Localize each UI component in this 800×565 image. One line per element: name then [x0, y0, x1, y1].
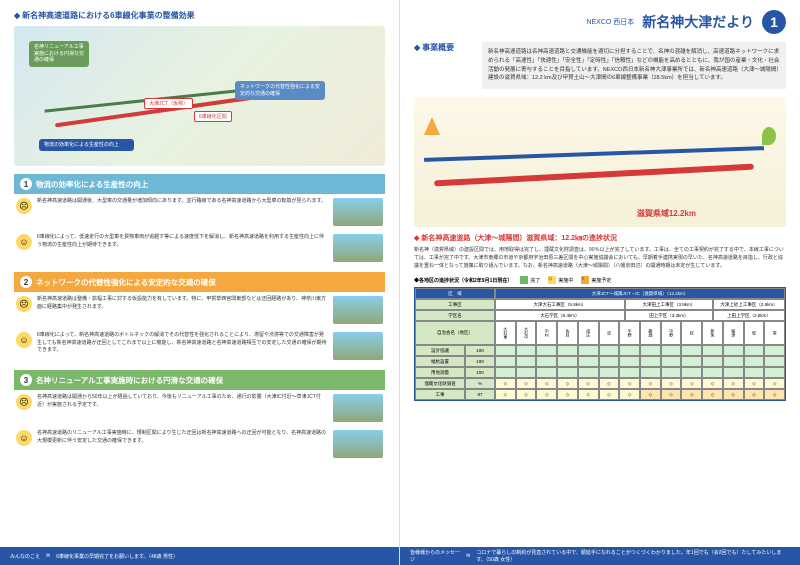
th-koji: 工事区	[415, 299, 495, 310]
img-3a	[333, 394, 383, 422]
img-3b	[333, 430, 383, 458]
h2-text: ネットワークの代替性強化による安定的な交通の確保	[36, 277, 216, 288]
sub-2: 上田上学区（2.5km）	[713, 310, 785, 321]
page-number: 1	[762, 10, 786, 34]
happy-face-icon: ☺	[16, 332, 32, 348]
num-3: 3	[20, 374, 32, 386]
road-blue	[424, 146, 764, 162]
th-main: 大津JCT〜城陽JCT・IC（滋賀県域）（12.2km）	[495, 288, 785, 299]
sad-face-icon: ☹	[16, 296, 32, 312]
area-0: 大津大石工事区（5.8km）	[495, 299, 625, 310]
row-1b: ☺ 6車線化によって、低速走行の大型車を貨物車両が追越す等による速度低下を解消し…	[14, 230, 385, 266]
header-title: 新名神大津だより	[642, 12, 754, 32]
img-2a	[333, 296, 383, 324]
th-blank: 区 域	[415, 288, 495, 299]
table-header-row: ◆各地区の進捗状況（令和2年9月1日現在） 完了 ◇実施中 ○実施予定	[414, 276, 786, 284]
row-3b: ☺ 名神高速道路のリニューアル工事実施時に、規制区間により生じた迂回は新名神高速…	[14, 426, 385, 462]
table-body: 自治会名（地区）大石東大石中中村佐目南庄淀平野鹿畑中野枝新免稲津牧堂設計協議10…	[415, 321, 785, 400]
section-title: 新名神高速道路における6車線化事業の整備効果	[14, 10, 385, 21]
text-2a: 新名神高速道路は整備・拡幅工事に対する仮設能力を有しています。特に、甲賀挙西宮間…	[37, 296, 328, 311]
text-3a: 名神高速道路は開通から50年以上が経過していており、今後もリニューアル工事のため…	[37, 394, 328, 409]
map-bubble-3: 名神リニューアル工事実施における円滑な交通の確保	[29, 41, 89, 67]
text-2b: 6車線化によって、新名神高速道路のボトルネックの解消でその代替性を強化されること…	[37, 332, 328, 355]
header-sub: NEXCO 西日本	[586, 17, 634, 27]
happy-face-icon: ☺	[16, 430, 32, 446]
map2-diagram: 滋賀県域12.2km	[414, 97, 786, 227]
progress-title: 新名神高速道路（大津〜城陽間）滋賀県域：12.2㎞の進捗状況	[414, 233, 786, 243]
cone-icon	[424, 117, 440, 135]
sad-face-icon: ☹	[16, 394, 32, 410]
footer-label-l: みんなのこえ	[10, 553, 40, 560]
heading-1: 1 物流の効率化による生産性の向上	[14, 174, 385, 194]
row-3a: ☹ 名神高速道路は開通から50年以上が経過していており、今後もリニューアル工事の…	[14, 390, 385, 426]
mail-icon: ✉	[46, 553, 50, 559]
map-bubble-2: ネットワークの代替性強化による安定的な交通の確保	[235, 81, 325, 100]
footer-text-l: 6車線化事業の早期完了をお願いします。（48歳 男性）	[56, 553, 178, 560]
table-title: ◆各地区の進捗状況（令和2年9月1日現在）	[414, 277, 512, 284]
text-1a: 新名神高速道路は開通後、大型車の交通量が増加傾向にあります。並行路線である名神高…	[37, 198, 328, 206]
heading-2: 2 ネットワークの代替性強化による安定的な交通の確保	[14, 272, 385, 292]
img-2b	[333, 332, 383, 360]
num-1: 1	[20, 178, 32, 190]
heading-3: 3 名神リニューアル工事実施時における円滑な交通の確保	[14, 370, 385, 390]
sub-1: 田上学区（3.3km）	[625, 310, 713, 321]
progress-table: 区 域 大津JCT〜城陽JCT・IC（滋賀県域）（12.2km） 工事区 大津大…	[414, 287, 786, 401]
legend-progress: ◇実施中	[548, 276, 573, 284]
img-1a	[333, 198, 383, 226]
happy-face-icon: ☺	[16, 234, 32, 250]
map-diagram: 名神リニューアル工事実施における円滑な交通の確保 ネットワークの代替性強化による…	[14, 26, 385, 166]
h3-text: 名神リニューアル工事実施時における円滑な交通の確保	[36, 375, 223, 386]
table-subarea-row: 学区名 大石学区（6.4km） 田上学区（3.3km） 上田上学区（2.5km）	[415, 310, 785, 321]
progress-text: 新名神（滋賀県域）の建設区間では、用地取得は完了し、埋蔵文化財調査は、90％以上…	[414, 246, 786, 270]
leaf-icon	[762, 127, 776, 145]
area-1: 大津田上工事区（3.9km）	[625, 299, 713, 310]
row-2b: ☺ 6車線化によって、新名神高速道路のボトルネックの解消でその代替性を強化される…	[14, 328, 385, 364]
lane-label: 6車線化区間	[194, 111, 232, 122]
h1-text: 物流の効率化による生産性の向上	[36, 179, 148, 190]
sad-face-icon: ☹	[16, 198, 32, 214]
map-bubble-1: 物流の効率化による生産性の向上	[39, 139, 134, 152]
right-page: NEXCO 西日本 新名神大津だより 1 事業概要 新名神高速道路は名神高速道路…	[400, 0, 800, 565]
num-2: 2	[20, 276, 32, 288]
road-red2	[434, 164, 754, 187]
text-1b: 6車線化によって、低速走行の大型車を貨物車両が追越す等による速度低下を解消し、新…	[37, 234, 328, 249]
mail-icon: ✉	[466, 553, 470, 559]
area-2: 大津上砂上工事区（2.5km）	[713, 299, 785, 310]
footer-left: みんなのこえ ✉ 6車線化事業の早期完了をお願いします。（48歳 男性）	[0, 547, 399, 565]
th-gakku: 学区名	[415, 310, 495, 321]
map2-label: 滋賀県域12.2km	[637, 208, 696, 219]
row-2a: ☹ 新名神高速道路は整備・拡幅工事に対する仮設能力を有しています。特に、甲賀挙西…	[14, 292, 385, 328]
footer-text-r: コロナで暮らしの制約が見直されている中で、順延手になれることがつくづくわかりまし…	[476, 549, 790, 563]
page-header: NEXCO 西日本 新名神大津だより 1	[414, 10, 786, 34]
img-1b	[333, 234, 383, 262]
row-1a: ☹ 新名神高速道路は開通後、大型車の交通量が増加傾向にあります。並行路線である名…	[14, 194, 385, 230]
overview-title: 事業概要	[414, 42, 474, 92]
footer-label-r: 皆様様からのメッセージ	[410, 549, 460, 563]
legend-planned: ○実施予定	[581, 276, 611, 284]
left-page: 新名神高速道路における6車線化事業の整備効果 名神リニューアル工事実施における円…	[0, 0, 400, 565]
sub-0: 大石学区（6.4km）	[495, 310, 625, 321]
text-3b: 名神高速道路のリニューアル工事実施時に、規制区間により生じた迂回は新名神高速道路…	[37, 430, 328, 445]
table-area-row: 工事区 大津大石工事区（5.8km） 大津田上工事区（3.9km） 大津上砂上工…	[415, 299, 785, 310]
footer-right: 皆様様からのメッセージ ✉ コロナで暮らしの制約が見直されている中で、順延手にな…	[400, 547, 800, 565]
table-main-header: 区 域 大津JCT〜城陽JCT・IC（滋賀県域）（12.2km）	[415, 288, 785, 299]
overview-text: 新名神高速道路は名神高速道路と交通機能を適切に分担することで、名神の混雑を解消し…	[482, 42, 786, 89]
jct-label: 大津JCT（仮称）	[144, 98, 193, 109]
legend-done: 完了	[520, 276, 540, 284]
